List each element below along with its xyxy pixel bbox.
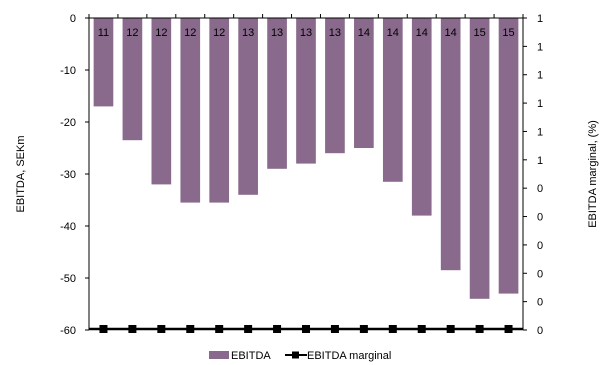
category-label: 14 bbox=[358, 27, 370, 39]
left-axis-tick-label: -40 bbox=[60, 221, 76, 233]
ebitda-marginal-point bbox=[330, 325, 339, 333]
category-labels: 11 12 12 12 12 13 13 13 13 14 14 14 14 15 15 bbox=[98, 27, 515, 39]
category-label: 14 bbox=[416, 27, 428, 39]
bar-ebitda bbox=[296, 18, 316, 164]
ebitda-marginal-point bbox=[302, 325, 310, 333]
legend-label-ebitda: EBITDA bbox=[231, 350, 271, 362]
category-label: 14 bbox=[387, 27, 399, 39]
category-label: 13 bbox=[329, 27, 341, 39]
bar-ebitda bbox=[180, 18, 201, 203]
right-axis-tick-label: 0 bbox=[537, 325, 543, 337]
right-axis-tick-label: 0 bbox=[537, 183, 543, 195]
right-axis-tick-label: 1 bbox=[537, 126, 543, 138]
category-label: 12 bbox=[155, 27, 167, 39]
bar-series-ebitda bbox=[88, 14, 524, 299]
bar-ebitda bbox=[93, 18, 114, 107]
bar-ebitda bbox=[122, 18, 143, 141]
left-axis-tick-label: -20 bbox=[60, 117, 76, 129]
category-label: 12 bbox=[126, 27, 138, 39]
category-label: 13 bbox=[300, 27, 312, 39]
bar-ebitda bbox=[209, 18, 230, 203]
ebitda-marginal-point bbox=[475, 325, 484, 333]
left-axis-tick-label: -10 bbox=[60, 65, 76, 77]
bar-ebitda bbox=[354, 18, 374, 148]
left-axis-ticks: 0 -10 -20 -30 -40 -50 -60 bbox=[60, 13, 89, 337]
legend-label-ebitda-marginal: EBITDA marginal bbox=[307, 350, 391, 362]
category-label: 12 bbox=[213, 27, 225, 39]
bar-ebitda bbox=[382, 18, 403, 182]
ebitda-marginal-point bbox=[273, 325, 282, 333]
ebitda-marginal-point bbox=[99, 325, 108, 333]
bar-ebitda bbox=[151, 18, 172, 185]
right-axis-tick-label: 0 bbox=[537, 268, 543, 280]
right-axis-tick-label: 1 bbox=[537, 70, 543, 82]
left-axis-tick-label: -30 bbox=[60, 169, 76, 181]
category-label: 12 bbox=[184, 27, 196, 39]
legend: EBITDA EBITDA marginal bbox=[209, 350, 391, 362]
category-label: 11 bbox=[98, 27, 109, 39]
right-axis-tick-label: 0 bbox=[537, 297, 543, 309]
bar-ebitda bbox=[238, 18, 258, 195]
bar-ebitda bbox=[325, 18, 345, 154]
ebitda-marginal-point bbox=[215, 325, 224, 333]
ebitda-marginal-point bbox=[186, 325, 195, 333]
left-axis-tick-label: -50 bbox=[60, 273, 76, 285]
y-axis-title-left: EBITDA, SEKm bbox=[15, 135, 27, 212]
category-label: 13 bbox=[271, 27, 283, 39]
bar-ebitda bbox=[469, 18, 490, 299]
ebitda-marginal-point bbox=[244, 325, 253, 333]
legend-swatch-ebitda bbox=[209, 351, 229, 359]
category-label: 15 bbox=[473, 27, 485, 39]
left-axis-tick-label: 0 bbox=[70, 13, 76, 25]
right-axis-tick-label: 1 bbox=[537, 155, 543, 167]
ebitda-marginal-point bbox=[128, 325, 137, 333]
right-axis-tick-label: 0 bbox=[537, 212, 543, 224]
right-axis-tick-label: 1 bbox=[537, 98, 543, 110]
right-axis-tick-label: 1 bbox=[537, 13, 543, 25]
y-axis-title-right: EBITDA marginal, (%) bbox=[587, 120, 599, 228]
right-axis-ticks: 1 1 1 1 1 1 0 0 0 0 0 0 bbox=[523, 13, 543, 337]
bar-ebitda bbox=[267, 18, 287, 169]
left-axis-tick-label: -60 bbox=[60, 325, 76, 337]
line-series-ebitda-marginal bbox=[89, 325, 523, 333]
ebitda-marginal-point bbox=[446, 325, 455, 333]
right-axis-tick-label: 1 bbox=[537, 41, 543, 53]
bar-ebitda bbox=[440, 18, 461, 271]
category-label: 14 bbox=[445, 27, 457, 39]
category-label: 15 bbox=[502, 27, 514, 39]
right-axis-tick-label: 0 bbox=[537, 240, 543, 252]
ebitda-marginal-point bbox=[388, 325, 397, 333]
ebitda-marginal-point bbox=[157, 325, 166, 333]
bar-ebitda bbox=[411, 18, 432, 216]
ebitda-marginal-point bbox=[359, 325, 368, 333]
bar-ebitda bbox=[498, 18, 519, 294]
category-label: 13 bbox=[242, 27, 254, 39]
ebitda-marginal-point bbox=[417, 325, 426, 333]
ebitda-marginal-point bbox=[504, 325, 513, 333]
legend-swatch-ebitda-marginal-marker bbox=[292, 351, 299, 359]
